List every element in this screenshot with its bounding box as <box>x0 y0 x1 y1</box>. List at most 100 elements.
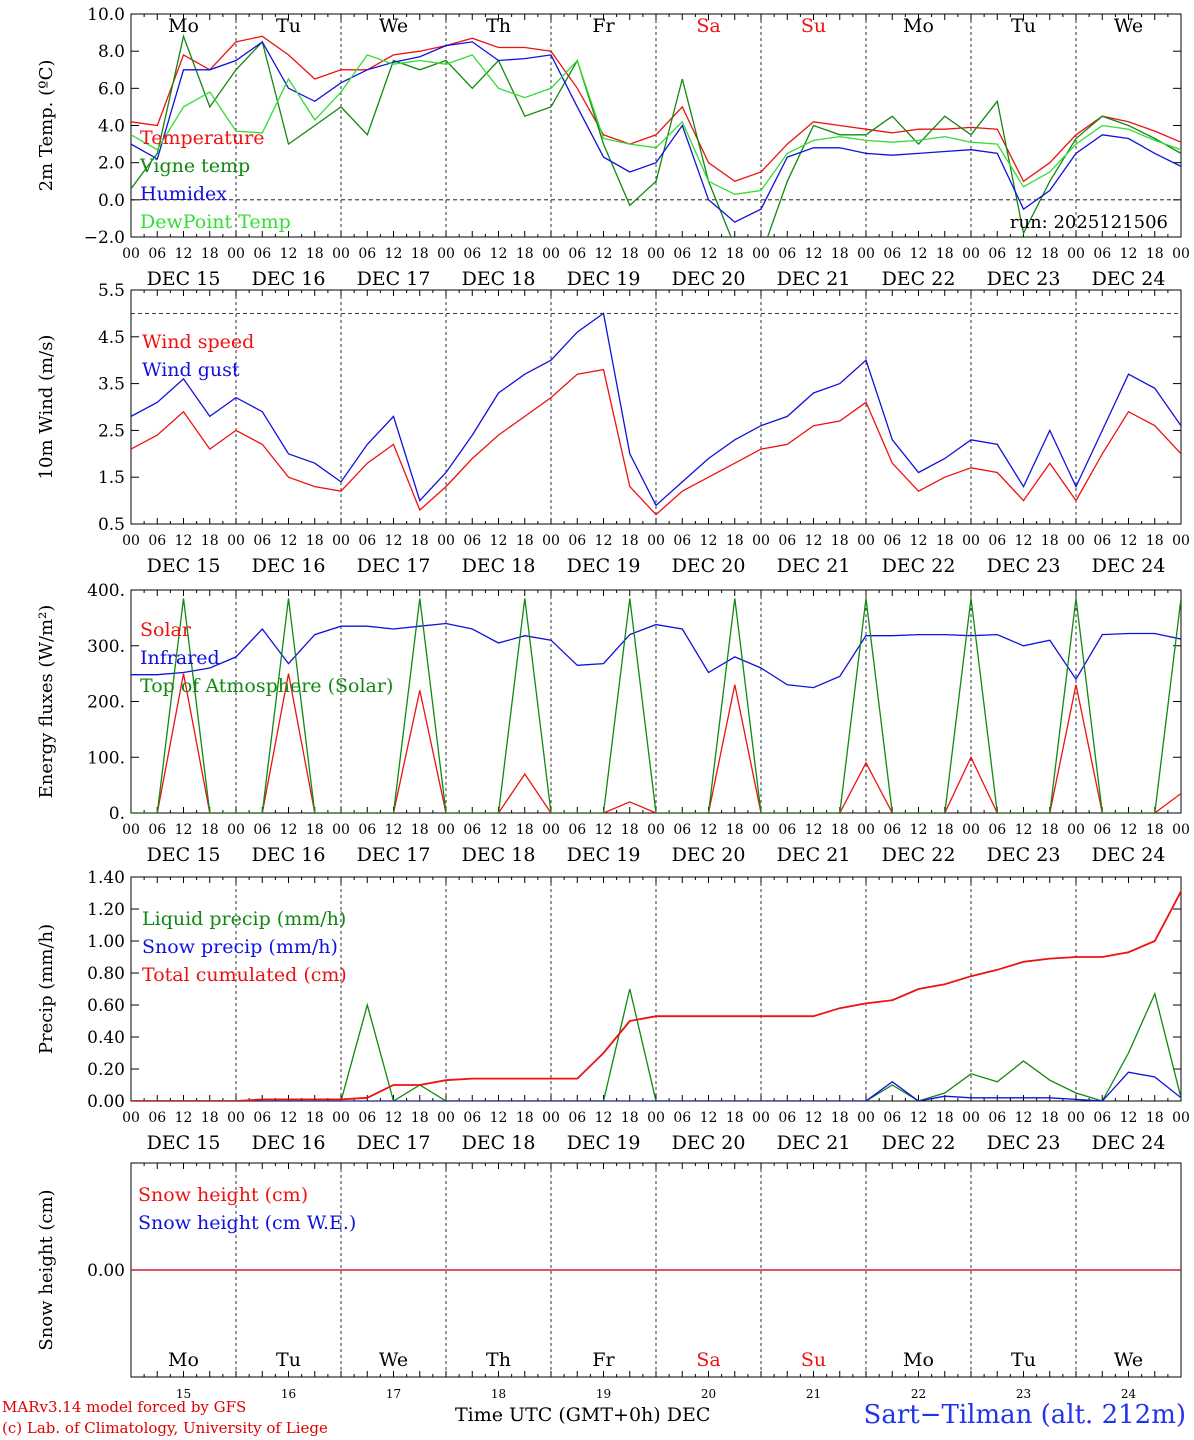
weekday-label: Mo <box>168 1349 199 1371</box>
date-label: DEC 20 <box>672 844 746 866</box>
hour-label: 00 <box>542 1110 560 1126</box>
date-label: DEC 18 <box>462 1132 536 1154</box>
weekday-label: Tu <box>276 1349 301 1371</box>
y-axis-label: Snow height (cm) <box>36 1189 57 1350</box>
y-tick-label: 8.0 <box>98 42 125 62</box>
hour-label: 06 <box>883 533 901 549</box>
date-label: DEC 21 <box>777 268 851 290</box>
legend-entry: Wind speed <box>142 331 254 353</box>
hour-label: 00 <box>332 822 350 838</box>
hour-label: 00 <box>227 246 245 262</box>
hour-label: 18 <box>726 533 744 549</box>
hour-label: 00 <box>437 822 455 838</box>
hour-label: 00 <box>857 246 875 262</box>
hour-label: 06 <box>358 1110 376 1126</box>
y-tick-label: 0.20 <box>87 1060 125 1080</box>
hour-label: 18 <box>1146 822 1164 838</box>
hour-label: 00 <box>962 822 980 838</box>
y-tick-label: 400. <box>87 581 125 601</box>
hour-label: 00 <box>1172 822 1190 838</box>
date-label: DEC 18 <box>462 555 536 577</box>
legend-entry: Snow height (cm W.E.) <box>138 1212 356 1234</box>
y-axis-label: Precip (mm/h) <box>36 924 57 1054</box>
hour-label: 06 <box>253 246 271 262</box>
hour-label: 00 <box>1067 533 1085 549</box>
hour-label: 00 <box>1172 1110 1190 1126</box>
hour-label: 06 <box>463 246 481 262</box>
hour-label: 06 <box>1093 822 1111 838</box>
hour-label: 18 <box>516 533 534 549</box>
legend-entry: Liquid precip (mm/h) <box>142 908 346 930</box>
date-label: DEC 15 <box>147 555 221 577</box>
hour-label: 18 <box>621 1110 639 1126</box>
date-label: DEC 24 <box>1092 844 1166 866</box>
weekday-label: Mo <box>903 1349 934 1371</box>
model-credit: MARv3.14 model forced by GFS <box>2 1398 247 1416</box>
hour-label: 18 <box>936 246 954 262</box>
hour-label: 00 <box>1172 533 1190 549</box>
hour-label: 00 <box>542 533 560 549</box>
hour-label: 12 <box>385 1110 403 1126</box>
hour-label: 00 <box>227 1110 245 1126</box>
y-tick-label: 300. <box>87 637 125 657</box>
run-label: run: 2025121506 <box>1010 212 1168 233</box>
date-label: DEC 22 <box>882 1132 956 1154</box>
date-label: DEC 20 <box>672 268 746 290</box>
date-label: DEC 16 <box>252 555 326 577</box>
hour-label: 18 <box>831 1110 849 1126</box>
y-axis-label: 2m Temp. (ºC) <box>36 60 57 192</box>
date-number-label: 24 <box>1121 1387 1137 1401</box>
time-axis-title: Time UTC (GMT+0h) DEC <box>455 1404 711 1426</box>
date-label: DEC 19 <box>567 555 641 577</box>
hour-label: 06 <box>253 1110 271 1126</box>
hour-label: 18 <box>306 533 324 549</box>
date-number-label: 21 <box>806 1387 821 1401</box>
hour-label: 18 <box>516 1110 534 1126</box>
y-tick-label: 100. <box>87 748 125 768</box>
hour-label: 06 <box>1093 533 1111 549</box>
y-tick-label: 3.5 <box>98 375 125 395</box>
hour-label: 18 <box>831 533 849 549</box>
date-label: DEC 16 <box>252 268 326 290</box>
hour-label: 12 <box>280 1110 298 1126</box>
hour-label: 12 <box>385 246 403 262</box>
hour-label: 00 <box>227 533 245 549</box>
y-tick-label: 200. <box>87 693 125 713</box>
y-tick-label: 0.0 <box>98 191 125 211</box>
hour-label: 00 <box>122 533 140 549</box>
hour-label: 18 <box>306 822 324 838</box>
hour-label: 00 <box>857 822 875 838</box>
date-label: DEC 20 <box>672 555 746 577</box>
hour-label: 18 <box>411 246 429 262</box>
date-label: DEC 15 <box>147 268 221 290</box>
date-label: DEC 15 <box>147 844 221 866</box>
hour-label: 12 <box>175 533 193 549</box>
hour-label: 06 <box>358 533 376 549</box>
hour-label: 12 <box>1120 246 1138 262</box>
series-line-snow-precip-mm-h- <box>131 1071 1181 1101</box>
hour-label: 18 <box>201 533 219 549</box>
series-line-vigne-temp <box>131 34 1181 237</box>
date-label: DEC 17 <box>357 555 431 577</box>
y-tick-label: 0.80 <box>87 964 125 984</box>
y-tick-label: 1.20 <box>87 900 125 920</box>
date-label: DEC 20 <box>672 1132 746 1154</box>
hour-label: 18 <box>306 246 324 262</box>
y-tick-label: 5.5 <box>98 281 125 301</box>
hour-label: 12 <box>1015 822 1033 838</box>
hour-label: 18 <box>201 1110 219 1126</box>
hour-label: 18 <box>201 246 219 262</box>
weekday-label: Fr <box>592 15 615 37</box>
date-label: DEC 18 <box>462 268 536 290</box>
date-label: DEC 16 <box>252 1132 326 1154</box>
panel-2 <box>130 289 1182 525</box>
hour-label: 18 <box>1041 1110 1059 1126</box>
weekday-label: Tu <box>1011 15 1036 37</box>
hour-label: 12 <box>490 533 508 549</box>
series-line-dewpoint-temp <box>131 54 1181 195</box>
series-line-top-of-atmosphere-solar- <box>131 598 1181 813</box>
hour-label: 06 <box>988 533 1006 549</box>
y-tick-label: 2.0 <box>98 154 125 174</box>
hour-label: 12 <box>175 246 193 262</box>
weekday-label: We <box>379 15 408 37</box>
